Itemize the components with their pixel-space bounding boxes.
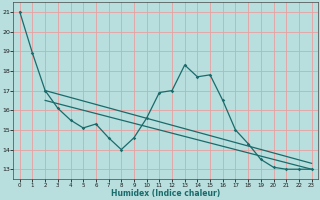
X-axis label: Humidex (Indice chaleur): Humidex (Indice chaleur) bbox=[111, 189, 220, 198]
